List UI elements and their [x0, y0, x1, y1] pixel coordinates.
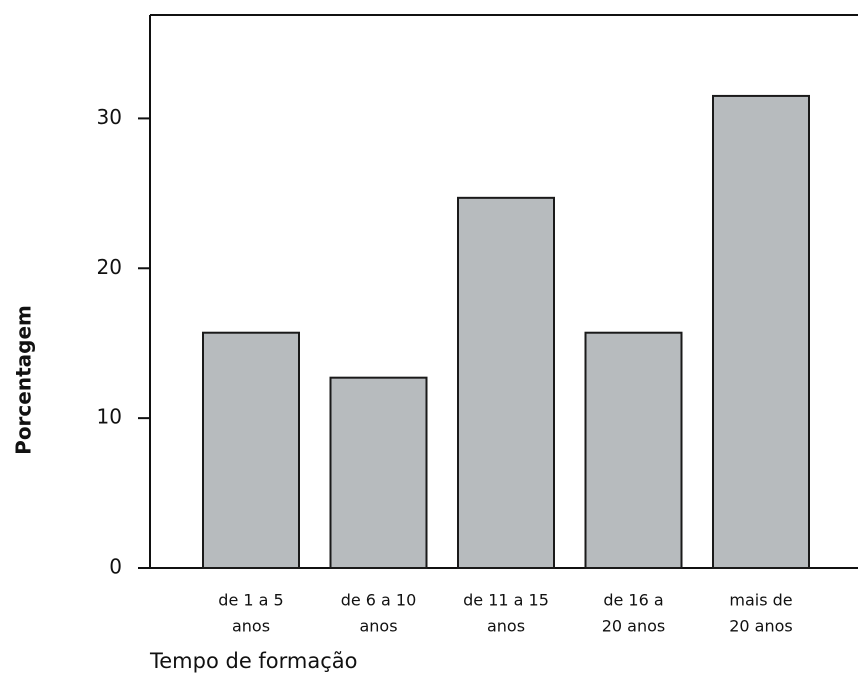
x-tick-label: de 6 a 10 — [341, 591, 417, 610]
x-tick-label: anos — [487, 617, 525, 636]
x-tick-label: 20 anos — [729, 617, 793, 636]
x-tick-label: de 16 a — [603, 591, 663, 610]
bar — [202, 331, 300, 569]
x-axis-label: Tempo de formação — [149, 649, 358, 673]
x-tick-label: mais de — [729, 591, 792, 610]
y-tick-label: 30 — [97, 105, 122, 129]
x-tick-label: anos — [232, 617, 270, 636]
x-tick-label: anos — [359, 617, 397, 636]
bar — [329, 376, 428, 569]
bar — [584, 331, 683, 569]
y-tick-label: 10 — [97, 405, 122, 429]
y-tick-label: 20 — [97, 255, 122, 279]
bar — [457, 196, 555, 569]
x-tick-label: de 11 a 15 — [463, 591, 549, 610]
x-tick-label: de 1 a 5 — [218, 591, 283, 610]
x-tick-label: 20 anos — [602, 617, 666, 636]
y-tick-label: 0 — [109, 555, 122, 579]
y-axis-label: Porcentagem — [12, 305, 36, 455]
bar — [712, 94, 810, 570]
